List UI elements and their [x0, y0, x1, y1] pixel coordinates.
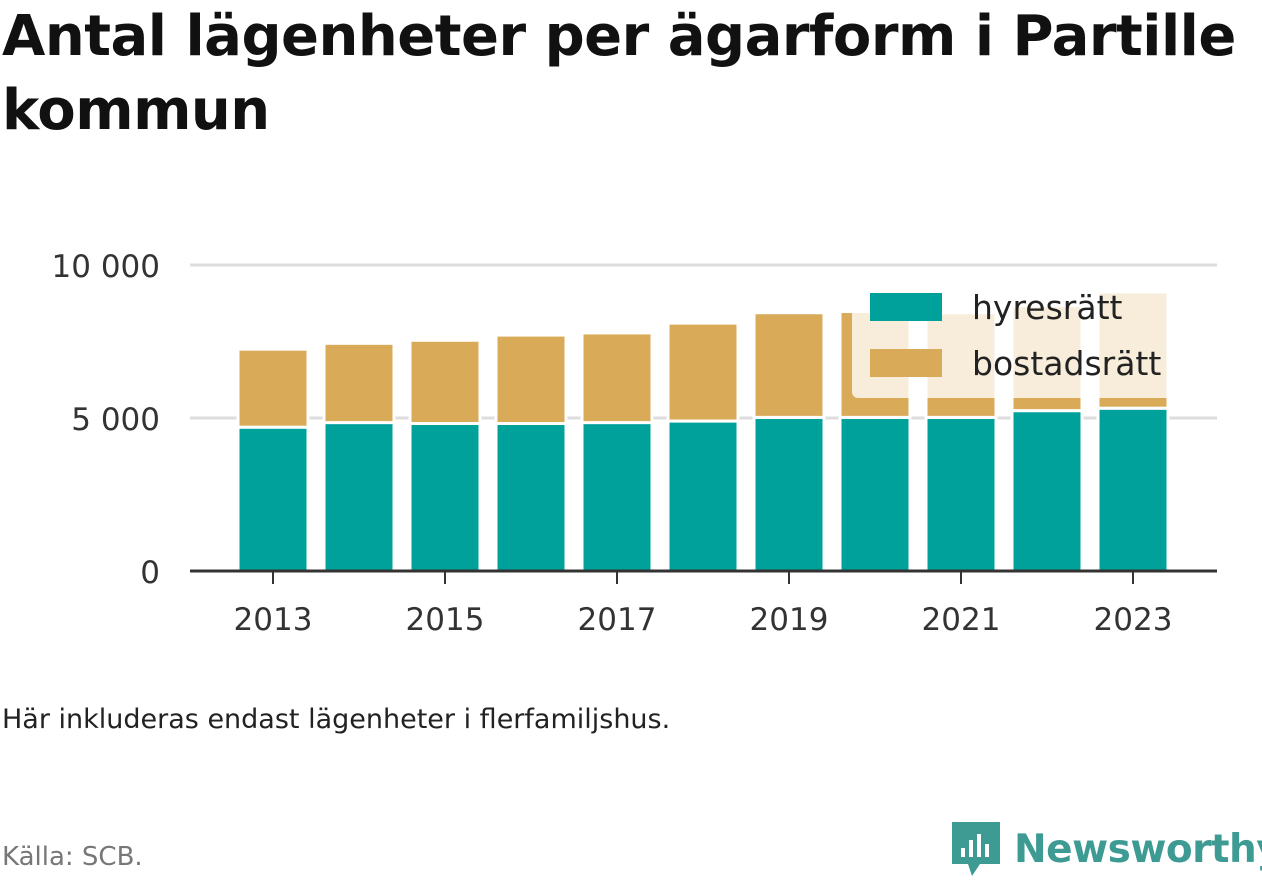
y-tick-label: 5 000 [71, 402, 160, 438]
chart-title: Antal lägenheter per ägarform i Partille… [2, 4, 1236, 143]
x-tick-label: 2019 [750, 602, 829, 638]
newsworthy-logo[interactable]: Newsworthy [950, 818, 1262, 880]
x-tick-label: 2017 [578, 602, 657, 638]
bar-bostadsratt [752, 311, 826, 419]
newsworthy-logo-icon [952, 822, 1000, 876]
bar-bostadsratt [236, 347, 310, 429]
legend-swatch [870, 349, 942, 377]
bar-hyresratt [924, 415, 998, 573]
y-tick-label: 0 [140, 555, 160, 591]
legend-label: hyresrätt [972, 288, 1123, 327]
stacked-bar-chart: 0 5 000 10 000 2013 2015 2017 2019 2021 2023 hyre… [52, 249, 1217, 638]
bar-bostadsratt [408, 338, 482, 426]
bar-hyresratt [408, 422, 482, 573]
bar-bostadsratt [322, 341, 396, 425]
legend-label: bostadsrätt [972, 344, 1161, 383]
bar-hyresratt [322, 421, 396, 573]
bar-hyresratt [838, 415, 912, 573]
x-tick-label: 2015 [406, 602, 485, 638]
x-tick-label: 2023 [1094, 602, 1173, 638]
bar-hyresratt [1096, 406, 1170, 573]
brand-name: Newsworthy [1014, 826, 1262, 872]
bar-bostadsratt [580, 331, 654, 425]
bar-hyresratt [1010, 409, 1084, 573]
source-text: Källa: SCB. [2, 842, 143, 872]
bar-hyresratt [666, 419, 740, 573]
bar-bostadsratt [494, 333, 568, 426]
bar-bostadsratt [666, 321, 740, 423]
bar-hyresratt [236, 425, 310, 573]
chart-note: Här inkluderas endast lägenheter i flerf… [2, 704, 671, 735]
bar-hyresratt [752, 415, 826, 573]
x-tick-label: 2021 [922, 602, 1001, 638]
y-tick-label: 10 000 [52, 249, 160, 285]
bar-hyresratt [580, 421, 654, 573]
bar-hyresratt [494, 422, 568, 573]
x-tick-label: 2013 [234, 602, 313, 638]
legend-swatch [870, 293, 942, 321]
